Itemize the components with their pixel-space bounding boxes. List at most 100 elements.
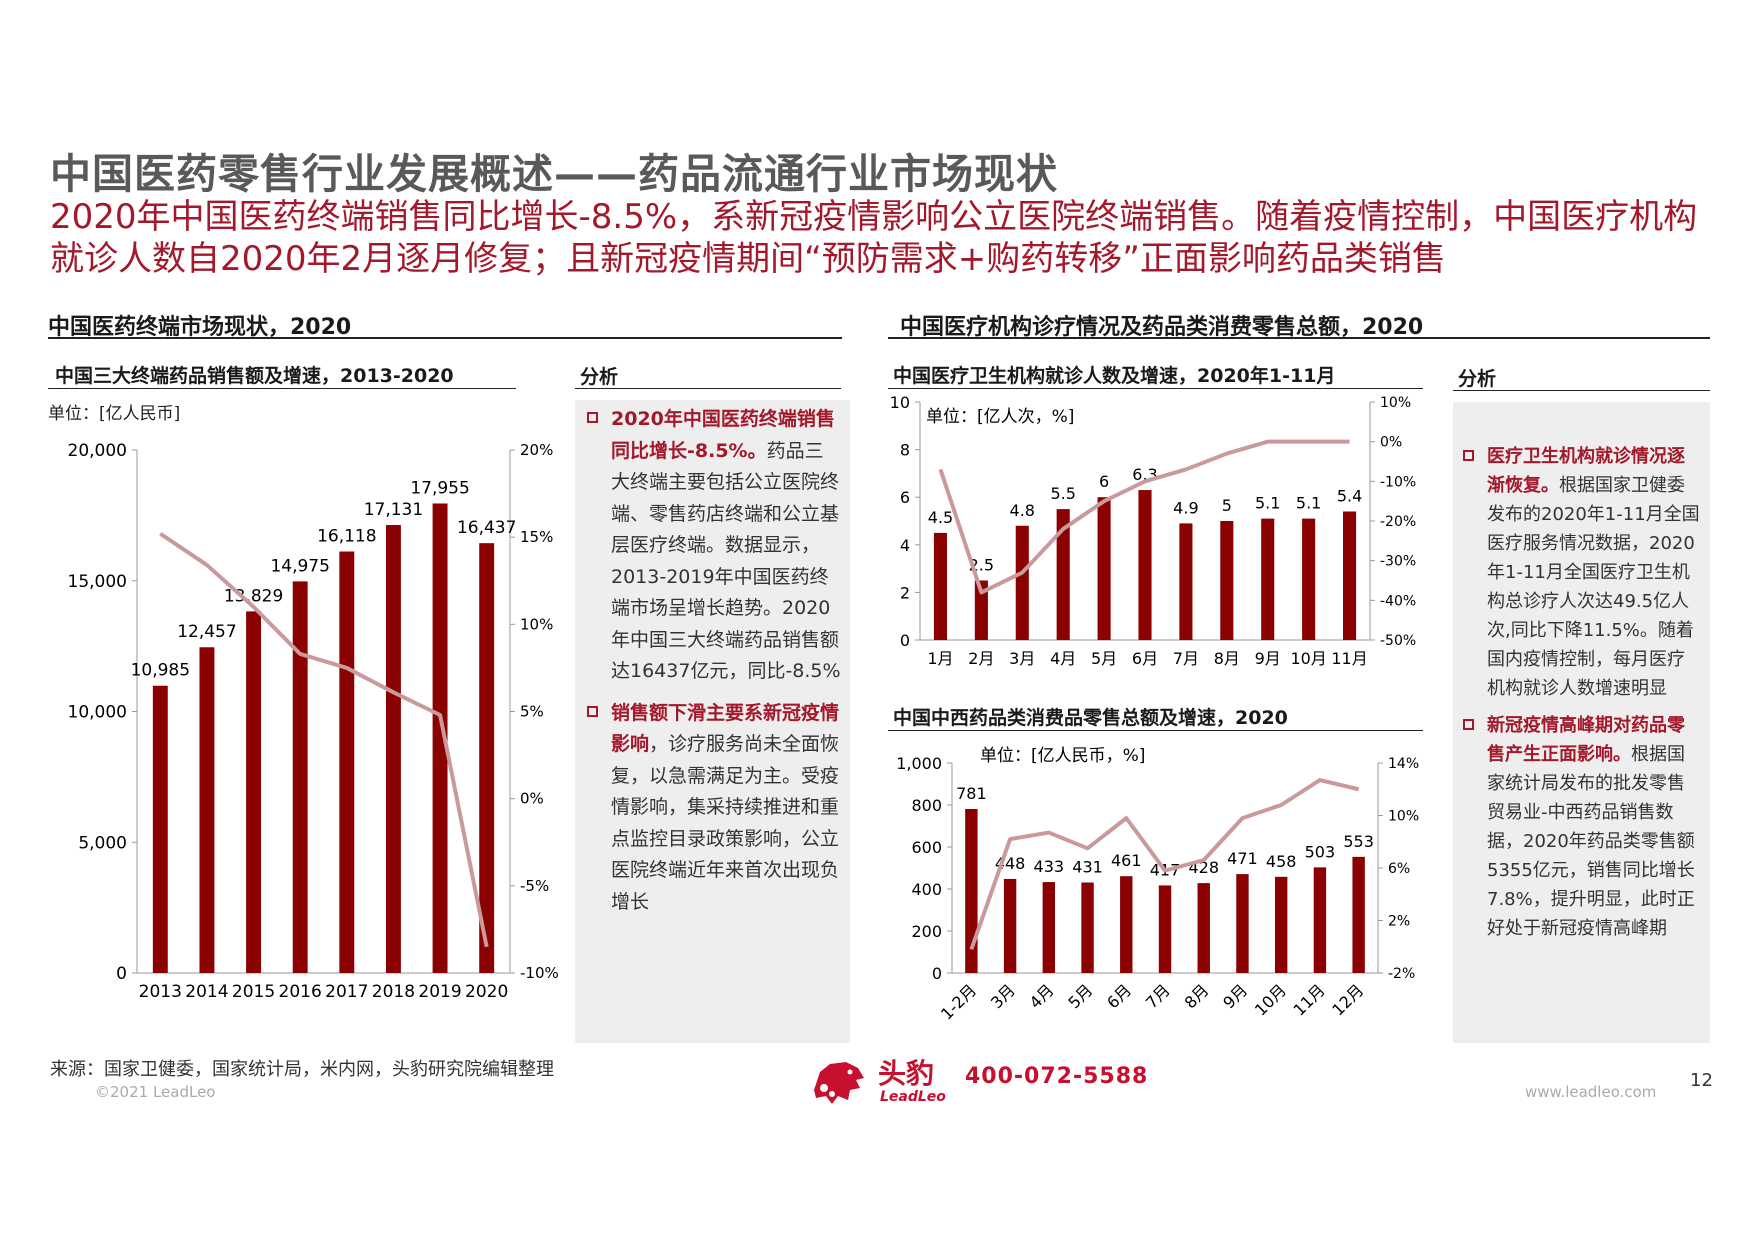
- chart2-y2tick-label: -50%: [1380, 633, 1416, 649]
- chart3-data-label: 458: [1266, 852, 1297, 871]
- chart1-svg: 0 5,000 10,000 15,000 20,000 -10% -5% 0% 5% 10% 15…: [68, 441, 559, 1002]
- chart3-xtick-label: 7月: [1142, 980, 1174, 1012]
- right-analysis-text-2: 根据国家统计局发布的批发零售贸易业-中西药品销售数据，2020年药品类零售额53…: [1487, 744, 1695, 939]
- chart2-growth-line: [938, 439, 1350, 595]
- chart1-bar: [385, 525, 401, 973]
- chart3-y2tick-label: -2%: [1388, 966, 1415, 982]
- right-analysis-highlight-1: 医疗卫生机构就诊情况逐渐恢复。: [1487, 446, 1685, 496]
- chart2-data-label: 4.5: [928, 508, 953, 527]
- chart1-bar: [292, 581, 308, 973]
- chart2-y2tick-label: -30%: [1380, 554, 1416, 570]
- chart2-title-rule: [888, 388, 1423, 389]
- chart2-xtick-label: 8月: [1214, 649, 1240, 668]
- page-title: 中国医药零售行业发展概述——药品流通行业市场现状: [50, 150, 1058, 198]
- chart1-y2tick-label: 0%: [520, 790, 544, 808]
- footer-phone: 400-072-5588: [965, 1064, 1149, 1089]
- chart2-unit: 单位：[亿人次，%]: [926, 407, 1074, 427]
- chart2-bar: [933, 532, 947, 640]
- chart2-ytick-label: 2: [900, 583, 910, 602]
- chart2-y2tick-label: 10%: [1380, 395, 1411, 411]
- chart1-xtick-label: 2015: [232, 982, 275, 1002]
- chart3-bar: [1197, 883, 1210, 973]
- chart1-ytick-label: 20,000: [68, 441, 127, 461]
- chart1-y2tick-label: -10%: [520, 964, 559, 982]
- chart1-ytick-label: 15,000: [68, 572, 127, 592]
- chart2-y2tick-label: -40%: [1380, 593, 1416, 609]
- chart3-xtick-label: 3月: [987, 980, 1019, 1012]
- leadleo-logo-icon: [808, 1050, 868, 1110]
- chart2-title: 中国医疗卫生机构就诊人数及增速，2020年1-11月: [893, 365, 1336, 387]
- chart3-xtick-label: 1-2月: [937, 980, 980, 1023]
- right-section-rule: [888, 337, 1710, 339]
- chart3-xtick-label: 8月: [1181, 980, 1213, 1012]
- chart1-ytick-label: 5,000: [78, 833, 127, 853]
- chart2-data-label: 5: [1222, 496, 1232, 515]
- footer-website: www.leadleo.com: [1525, 1083, 1657, 1101]
- chart3-xtick-label: 11月: [1290, 980, 1329, 1019]
- left-analysis-item-2: 销售额下滑主要系新冠疫情影响，诊疗服务尚未全面恢复，以急需满足为主。受疫情影响，…: [585, 698, 842, 919]
- chart3-xtick-label: 12月: [1328, 980, 1367, 1019]
- chart2-y2tick-label: -10%: [1380, 474, 1416, 490]
- chart3-bar: [1236, 874, 1249, 973]
- chart1-xtick-label: 2017: [325, 982, 368, 1002]
- chart1-title: 中国三大终端药品销售额及增速，2013-2020: [55, 365, 454, 387]
- chart3-bar: [1081, 882, 1094, 973]
- chart1-bar: [152, 685, 168, 973]
- chart2-bar: [1015, 525, 1029, 640]
- chart1-y2tick-label: 5%: [520, 703, 544, 721]
- chart3-data-label: 781: [956, 784, 987, 803]
- chart3-ytick-label: 600: [911, 838, 942, 857]
- chart3-xtick-label: 10月: [1251, 980, 1290, 1019]
- chart2-xtick-label: 9月: [1255, 649, 1281, 668]
- chart2-bar: [974, 580, 988, 640]
- chart3-ytick-label: 1,000: [896, 754, 942, 773]
- chart1-ytick-label: 10,000: [68, 703, 127, 723]
- chart3-ytick-label: 0: [932, 964, 942, 983]
- chart2-ytick-label: 4: [900, 536, 910, 555]
- right-analysis-text-1: 根据国家卫健委发布的2020年1-11月全国医疗服务情况数据，2020年1-11…: [1487, 475, 1700, 699]
- chart1-unit: 单位：[亿人民币]: [48, 404, 181, 424]
- left-analysis-text-1: 药品三大终端主要包括公立医院终端、零售药店终端和公立基层医疗终端。数据显示，20…: [611, 439, 841, 683]
- chart3-data-label: 553: [1343, 832, 1374, 851]
- bullet-checkbox-icon: [1463, 719, 1474, 730]
- bullet-checkbox-icon: [1463, 450, 1474, 461]
- chart2-ytick-label: 6: [900, 488, 910, 507]
- chart2-bar: [1220, 521, 1234, 640]
- chart1-data-label: 17,955: [410, 478, 469, 498]
- chart1-ytick-label: 0: [116, 964, 127, 984]
- chart1-growth-line: [159, 532, 489, 948]
- chart2-data-label: 4.8: [1010, 501, 1035, 520]
- right-section-title: 中国医疗机构诊疗情况及药品类消费零售总额，2020: [900, 315, 1424, 340]
- chart1-y2tick-label: 20%: [520, 441, 553, 459]
- left-section-title: 中国医药终端市场现状，2020: [48, 315, 352, 340]
- chart3-bar: [1274, 876, 1288, 973]
- chart3-bar: [1120, 876, 1133, 973]
- footer-source: 来源：国家卫健委，国家统计局，米内网，头豹研究院编辑整理: [50, 1059, 554, 1080]
- left-section-rule: [48, 337, 842, 339]
- chart2-xtick-label: 6月: [1132, 649, 1158, 668]
- chart3-bar: [1003, 878, 1017, 973]
- chart2-bar: [1302, 518, 1316, 640]
- chart1-y2tick-label: 15%: [520, 528, 553, 546]
- chart1-bar: [432, 503, 448, 973]
- chart2-xtick-label: 7月: [1173, 649, 1199, 668]
- chart1-data-label: 10,985: [131, 661, 190, 681]
- chart2-bar: [1097, 497, 1111, 640]
- chart1-xtick-label: 2020: [465, 982, 508, 1002]
- left-analysis-panel: 2020年中国医药终端销售同比增长-8.5%。药品三大终端主要包括公立医院终端、…: [575, 400, 850, 1043]
- chart3-xtick-label: 5月: [1064, 980, 1096, 1012]
- chart3-title: 中国中西药品类消费品零售总额及增速，2020: [893, 707, 1288, 729]
- right-analysis-panel: 医疗卫生机构就诊情况逐渐恢复。根据国家卫健委发布的2020年1-11月全国医疗服…: [1453, 402, 1710, 1043]
- footer-copyright: ©2021 LeadLeo: [95, 1083, 216, 1101]
- chart1-xtick-label: 2014: [185, 982, 228, 1002]
- chart1-data-label: 14,975: [270, 556, 329, 576]
- chart1-data-label: 12,457: [177, 622, 236, 642]
- left-analysis-item-1: 2020年中国医药终端销售同比增长-8.5%。药品三大终端主要包括公立医院终端、…: [585, 404, 842, 688]
- chart1-xtick-label: 2013: [139, 982, 182, 1002]
- chart3-y2tick-label: 10%: [1388, 809, 1419, 825]
- chart3-ytick-label: 800: [911, 796, 942, 815]
- chart1-bar: [199, 647, 215, 973]
- chart2-ytick-label: 10: [890, 393, 910, 412]
- chart2-ytick-label: 8: [900, 441, 910, 460]
- chart3-growth-line: [969, 778, 1360, 951]
